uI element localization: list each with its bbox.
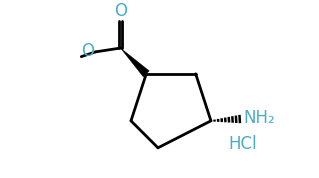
Text: HCl: HCl [228, 135, 257, 153]
Text: O: O [114, 2, 127, 20]
Text: NH₂: NH₂ [243, 109, 275, 127]
Polygon shape [121, 48, 149, 77]
Text: O: O [81, 43, 94, 61]
